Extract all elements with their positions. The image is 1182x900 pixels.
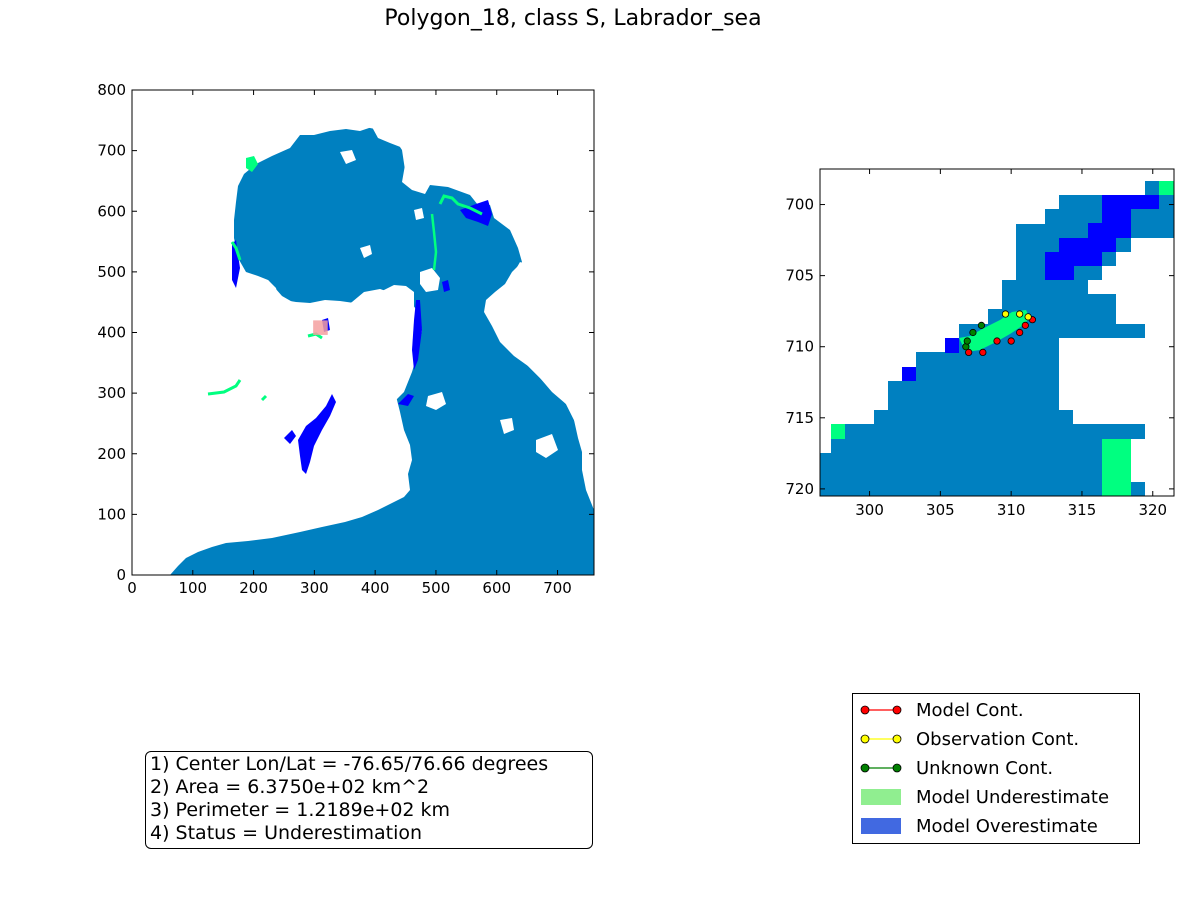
legend-label: Unknown Cont. xyxy=(916,758,1054,779)
main-xtick-label: 0 xyxy=(127,579,137,597)
zoom-ytick-label: 715 xyxy=(785,409,814,427)
info-area: 2) Area = 6.3750e+02 km^2 xyxy=(150,776,430,798)
island-7 xyxy=(500,418,514,434)
model-contour-point xyxy=(1016,328,1024,337)
main-ytick-label: 700 xyxy=(97,142,126,160)
island-6 xyxy=(520,306,538,324)
main-xtick-label: 400 xyxy=(361,579,390,597)
model-contour-point xyxy=(1007,337,1015,345)
zoom-ytick-label: 710 xyxy=(785,338,814,356)
figure-title: Polygon_18, class S, Labrador_sea xyxy=(384,6,762,31)
legend-item-observation: Observation Cont. xyxy=(853,727,1139,751)
info-center: 1) Center Lon/Lat = -76.65/76.66 degrees xyxy=(150,753,549,775)
east-land xyxy=(494,262,594,510)
main-xtick-label: 100 xyxy=(178,579,207,597)
observation-contour-point xyxy=(1024,313,1032,321)
zoom-map-panel: 300 305 310 315 320 700 705 710 715 720 xyxy=(785,168,1175,519)
observation-contour-point xyxy=(1016,310,1024,318)
west-land xyxy=(132,90,300,320)
main-ytick-label: 200 xyxy=(97,445,126,463)
island-2 xyxy=(360,245,372,258)
zoom-underestimate xyxy=(831,181,1174,496)
zoom-xtick-label: 300 xyxy=(855,501,884,519)
main-ytick-label: 800 xyxy=(97,81,126,99)
unknown-contour-point xyxy=(977,321,986,329)
island-5 xyxy=(426,392,446,410)
zoom-ytick-label: 705 xyxy=(785,267,814,285)
underestimate-patch-symbol xyxy=(861,789,901,805)
zoom-ytick-label: 700 xyxy=(785,196,814,214)
zoom-xtick-label: 310 xyxy=(997,501,1026,519)
unknown-contour-point xyxy=(969,328,977,337)
model-contour-point xyxy=(1021,321,1029,329)
zoom-contours xyxy=(962,310,1037,357)
main-xtick-label: 300 xyxy=(300,579,329,597)
main-xtick-label: 700 xyxy=(543,579,572,597)
main-map-image xyxy=(132,90,594,575)
overestimate-patches xyxy=(232,200,492,474)
north-land xyxy=(300,90,594,208)
island-9 xyxy=(536,434,558,458)
observation-contour-symbol xyxy=(860,734,902,744)
zoom-xtick-label: 320 xyxy=(1138,501,1167,519)
main-xtick-label: 200 xyxy=(239,579,268,597)
main-ytick-label: 600 xyxy=(97,202,126,220)
main-ytick-label: 100 xyxy=(97,505,126,523)
zoom-xtick-label: 305 xyxy=(926,501,955,519)
main-xtick-label: 500 xyxy=(422,579,451,597)
zoom-xtick-label: 315 xyxy=(1068,501,1097,519)
unknown-contour-point xyxy=(963,337,971,345)
ocean-region xyxy=(170,127,594,575)
polygon-info-box: 1) Center Lon/Lat = -76.65/76.66 degrees… xyxy=(145,751,593,849)
legend-label: Model Overestimate xyxy=(916,816,1098,837)
canada-south xyxy=(132,442,320,575)
zoom-overestimate xyxy=(902,195,1159,381)
overestimate-patch-symbol xyxy=(861,818,901,834)
legend: Model Cont. Observation Cont. Unknown Co… xyxy=(852,693,1140,844)
legend-item-unknown: Unknown Cont. xyxy=(853,756,1139,780)
land-masses xyxy=(132,90,594,575)
zoom-ytick-label: 720 xyxy=(785,480,814,498)
unknown-contour-symbol xyxy=(860,763,902,773)
legend-item-overestimate: Model Overestimate xyxy=(853,814,1139,838)
legend-item-underestimate: Model Underestimate xyxy=(853,785,1139,809)
model-contour-symbol xyxy=(860,705,902,715)
zoom-map-image xyxy=(820,181,1174,496)
island-3 xyxy=(340,150,356,164)
island-4 xyxy=(414,208,424,220)
model-contour-point xyxy=(993,337,1001,345)
legend-item-model: Model Cont. xyxy=(853,698,1139,722)
main-xtick-label: 600 xyxy=(482,579,511,597)
canada-archipelago xyxy=(228,280,306,414)
main-ytick-label: 0 xyxy=(116,566,126,584)
island-8 xyxy=(262,496,276,510)
hudson-land xyxy=(204,378,252,448)
main-ytick-label: 400 xyxy=(97,324,126,342)
underestimate-patches xyxy=(207,156,483,402)
model-contour-point xyxy=(965,348,973,357)
info-status: 4) Status = Underestimation xyxy=(150,822,423,844)
zoom-axes-frame xyxy=(819,168,1175,497)
selected-polygon-box xyxy=(313,320,328,335)
observation-contour-point xyxy=(1001,310,1010,318)
legend-label: Model Cont. xyxy=(916,700,1024,721)
info-perimeter: 3) Perimeter = 1.2189e+02 km xyxy=(150,799,451,821)
legend-label: Model Underestimate xyxy=(916,787,1110,808)
main-ytick-label: 500 xyxy=(97,263,126,281)
zoom-axis-ticks: 300 305 310 315 320 700 705 710 715 720 xyxy=(785,169,1174,519)
legend-label: Observation Cont. xyxy=(916,729,1080,750)
main-ytick-label: 300 xyxy=(97,384,126,402)
model-contour-point xyxy=(979,348,987,357)
main-axis-ticks: 0 100 200 300 400 500 600 700 0 100 200 300 400 500 60… xyxy=(97,81,594,597)
greenland xyxy=(300,289,422,452)
main-map-panel: 0 100 200 300 400 500 600 700 0 100 200 300 400 500 60… xyxy=(97,81,595,597)
island-1 xyxy=(420,268,440,292)
